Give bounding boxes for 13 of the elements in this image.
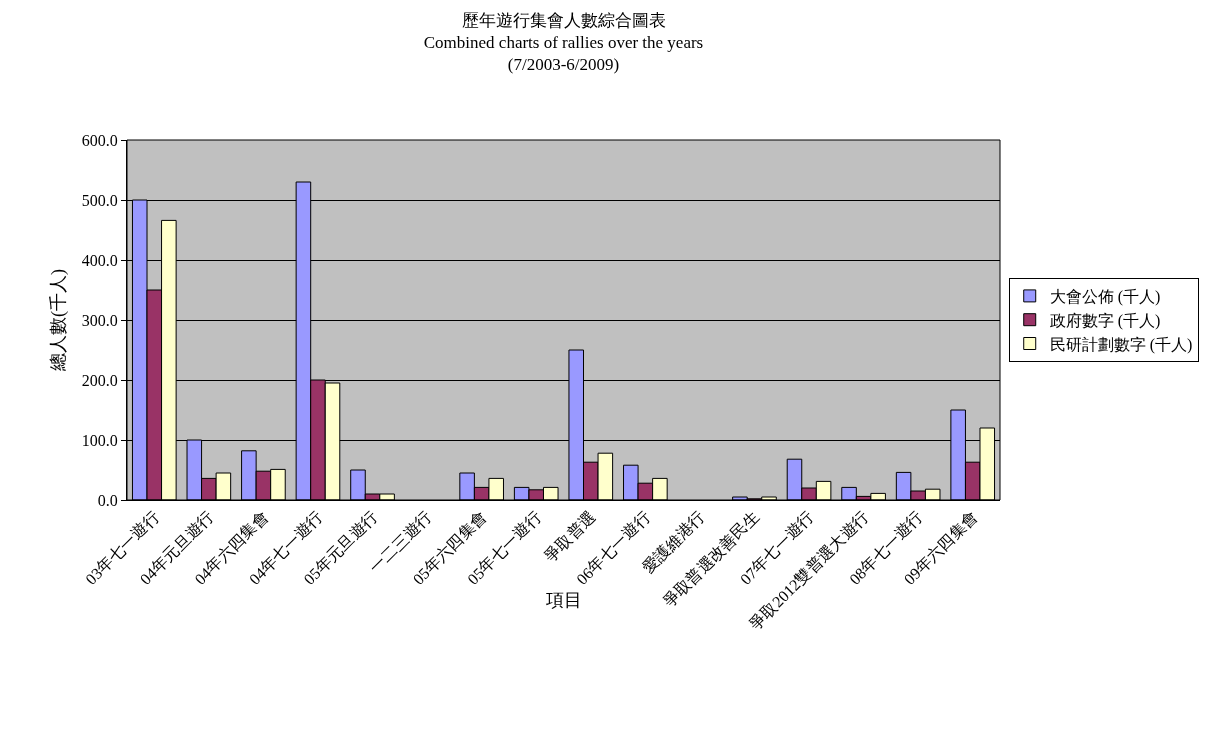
y-tick-label: 300.0 [81,311,118,329]
x-axis-title: 項目 [544,589,582,610]
y-tick-label: 400.0 [81,251,118,269]
y-tick-label: 200.0 [81,371,118,389]
legend-label: 民研計劃數字 (千人) [1049,335,1193,354]
legend-label: 政府數字 (千人) [1049,311,1161,330]
legend-label: 大會公佈 (千人) [1049,288,1161,307]
chart-title: 歷年遊行集會人數綜合圖表 Combined charts of rallies over the years (7/2003-6/2009) [423,10,704,75]
y-tick-label: 500.0 [81,191,118,209]
y-tick-label: 100.0 [81,431,118,449]
y-tick-label: 0.0 [97,491,118,509]
y-tick-label: 600.0 [81,131,118,149]
y-axis-title: 總人數(千人) [48,269,69,372]
